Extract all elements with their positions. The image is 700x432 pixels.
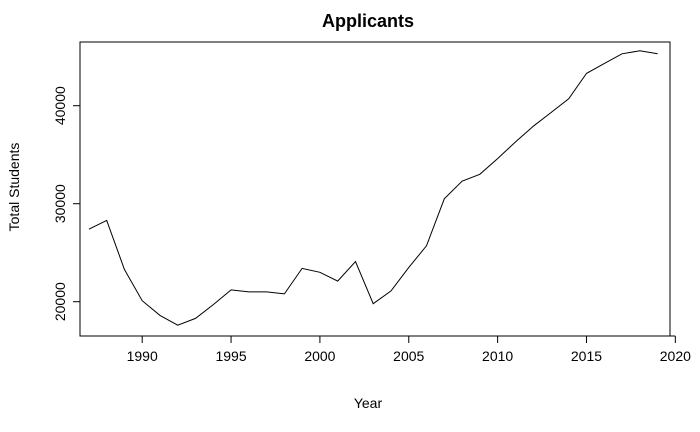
y-axis: 20000 30000 40000 <box>52 86 81 321</box>
x-tick-label: 2020 <box>660 348 691 364</box>
plot-frame <box>79 41 671 337</box>
x-tick-label: 2015 <box>571 348 602 364</box>
x-tick-label: 2000 <box>304 348 335 364</box>
x-axis-label: Year <box>354 395 383 411</box>
chart-title: Applicants <box>322 11 414 31</box>
series-group <box>88 50 658 326</box>
y-tick-label: 40000 <box>52 86 68 125</box>
x-tick-label: 1990 <box>127 348 158 364</box>
y-tick-label: 20000 <box>52 282 68 321</box>
series-line <box>88 50 658 326</box>
x-tick-label: 2005 <box>393 348 424 364</box>
x-tick-label: 1995 <box>215 348 246 364</box>
x-tick-label: 2010 <box>482 348 513 364</box>
y-tick-label: 30000 <box>52 184 68 223</box>
y-axis-label: Total Students <box>6 143 22 232</box>
x-axis: 1990 1995 2000 2005 2010 2015 2020 <box>127 335 691 364</box>
